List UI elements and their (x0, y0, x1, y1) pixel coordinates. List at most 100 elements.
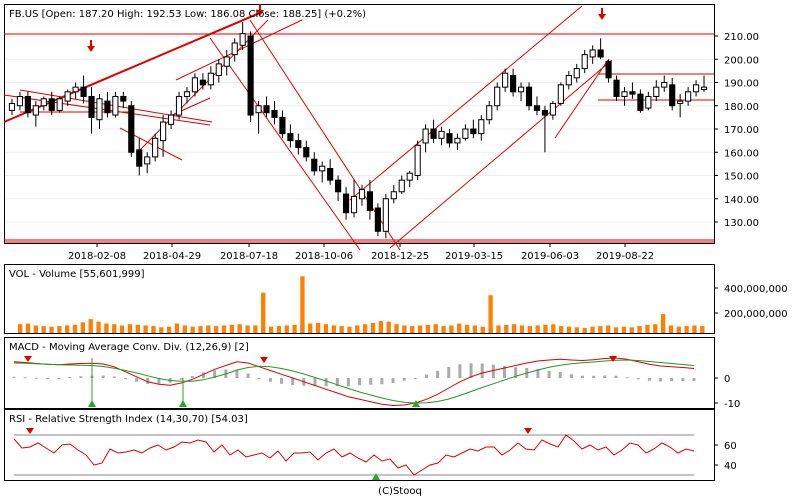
candle-body (422, 128, 429, 144)
candle-body (231, 42, 238, 56)
candle-body (462, 128, 469, 139)
volume-bar (653, 324, 658, 333)
candle-body (215, 63, 222, 77)
volume-bar (49, 326, 54, 333)
price-panel-title: FB.US [Open: 187.20 High: 192.53 Low: 18… (9, 9, 366, 20)
volume-bar (645, 324, 650, 333)
arrow-down-icon (87, 46, 95, 52)
macd-histogram-bar (402, 378, 406, 381)
candle-body (32, 105, 39, 116)
volume-bar (261, 292, 266, 333)
macd-histogram-bar (79, 376, 83, 378)
candle-body (525, 86, 533, 107)
volume-bar (151, 326, 156, 333)
candle-body (382, 198, 389, 232)
macd-histogram-bar (213, 370, 217, 378)
macd-histogram-bar (569, 374, 573, 378)
candle-body (48, 98, 55, 111)
candle-body (502, 72, 509, 88)
price-y-tick-label: 180.00 (724, 102, 759, 113)
macd-histogram-bar (291, 378, 295, 385)
price-x-axis: 2018-02-08 2018-04-29 2018-07-18 2018-10-06… (68, 243, 654, 262)
price-y-tick-label: 160.00 (724, 148, 759, 159)
candle-body (207, 72, 214, 86)
volume-bar (590, 326, 595, 333)
candle-body (112, 95, 119, 116)
volume-bars (18, 276, 705, 333)
macd-histogram-bar (146, 378, 150, 384)
candle-body (549, 102, 556, 116)
macd-histogram-bar (469, 363, 473, 378)
macd-histogram-bar (190, 376, 194, 378)
candle-body (645, 95, 652, 109)
candle-body (64, 91, 71, 102)
rsi-plot (13, 428, 695, 480)
macd-histogram-bar (57, 378, 61, 379)
arrow-up-icon (88, 400, 96, 407)
candle-body (104, 100, 111, 114)
volume-bar (292, 324, 297, 333)
price-y-tick-label: 210.00 (724, 32, 759, 43)
macd-histogram-bar (268, 378, 272, 382)
arrow-down-icon (256, 10, 264, 16)
volume-bar (527, 326, 532, 333)
volume-bar (229, 324, 235, 333)
volume-bar (80, 322, 86, 333)
candle-body (350, 195, 358, 214)
macd-histogram-bar (123, 378, 127, 380)
volume-bar (433, 324, 438, 333)
candle-body (621, 91, 628, 97)
volume-bar (182, 325, 187, 333)
volume-bar (214, 326, 219, 333)
volume-y-tick-label: 400,000,000 (724, 284, 788, 295)
candle-body (565, 75, 572, 86)
volume-bar (543, 324, 548, 333)
candle-body (8, 102, 16, 111)
volume-bar (700, 326, 705, 333)
candle-body (56, 98, 63, 111)
candle-body (454, 137, 461, 144)
macd-histogram-bar (280, 378, 284, 384)
volume-bar (355, 325, 360, 333)
candle-body (128, 105, 135, 153)
volume-bar (441, 326, 446, 333)
macd-y-tick-label: -10 (724, 399, 740, 410)
volume-bar (347, 326, 352, 333)
macd-histogram-bar (614, 375, 618, 378)
volume-bar (676, 326, 681, 333)
price-x-tick-label: 2018-10-06 (295, 251, 353, 262)
candle-body (144, 156, 151, 165)
macd-histogram-bar (480, 363, 484, 378)
volume-bar (519, 325, 525, 333)
macd-histogram-bar (447, 367, 451, 378)
candle-body (573, 68, 580, 79)
volume-bar (378, 321, 383, 333)
macd-histogram-bar (12, 376, 16, 378)
price-y-tick-label: 170.00 (724, 125, 759, 136)
volume-bar (574, 327, 580, 333)
volume-bar (18, 324, 23, 333)
candle-body (183, 91, 191, 97)
candle-body (136, 149, 143, 167)
candle-body (470, 128, 477, 135)
candle-body (605, 61, 612, 79)
credit-label: (C)Stooq (378, 486, 422, 497)
volume-bar (339, 326, 344, 333)
arrow-down-icon (609, 356, 617, 362)
price-y-tick-label: 190.00 (724, 79, 759, 90)
volume-bar (504, 324, 509, 333)
candle-body (486, 105, 493, 121)
volume-bar (410, 326, 415, 333)
volume-bar (143, 325, 148, 333)
candle-body (589, 49, 596, 58)
signal-arrows (87, 4, 606, 52)
candle-body (541, 109, 549, 116)
macd-histogram-bar (112, 376, 116, 378)
candle-body (335, 179, 342, 193)
trendline (349, 5, 583, 201)
volume-bar (668, 325, 674, 333)
macd-histogram-bar (157, 378, 161, 384)
macd-histogram-bar (34, 377, 38, 379)
volume-bar (33, 325, 38, 333)
macd-histogram-bar (424, 374, 428, 378)
